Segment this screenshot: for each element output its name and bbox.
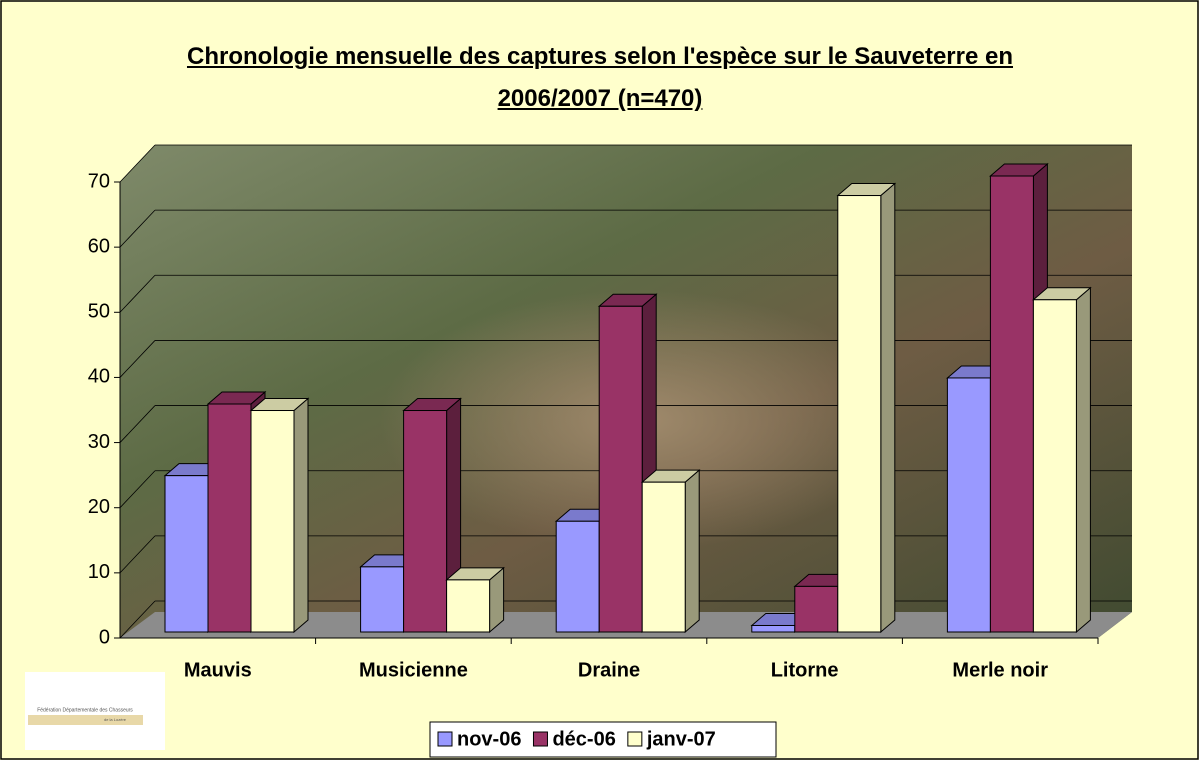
y-tick-label: 40 [88, 366, 110, 388]
legend-swatch [438, 732, 452, 746]
chart-title: Chronologie mensuelle des captures selon… [170, 36, 1030, 120]
bar [165, 476, 208, 632]
logo-text: Fédération Départementale des Chasseurs [37, 707, 133, 713]
y-tick-label: 10 [88, 561, 110, 583]
bar-side [685, 470, 699, 632]
page: Fédération Départementale des Chasseurs … [0, 0, 1199, 760]
bar-side [881, 184, 895, 632]
y-tick-label: 50 [88, 301, 110, 323]
y-tick-label: 70 [88, 170, 110, 192]
bar [1033, 300, 1076, 632]
bar [947, 378, 990, 632]
bar [447, 580, 490, 632]
y-tick-label: 20 [88, 496, 110, 518]
y-tick-label: 30 [88, 431, 110, 453]
x-tick-label: Draine [578, 659, 640, 681]
x-tick-label: Musicienne [359, 659, 468, 681]
legend-swatch [533, 732, 547, 746]
bar [251, 411, 294, 632]
bar [404, 411, 447, 632]
x-tick-label: Merle noir [952, 659, 1048, 681]
x-tick-label: Mauvis [184, 659, 252, 681]
x-tick-label: Litorne [771, 659, 839, 681]
y-tick-label: 0 [99, 626, 110, 648]
bar [642, 482, 685, 632]
logo-text: de la Lozère [104, 717, 127, 722]
bar [838, 196, 881, 632]
bar [795, 586, 838, 632]
bar [361, 567, 404, 632]
bar [599, 306, 642, 632]
legend-label: janv-07 [646, 728, 716, 750]
bar [556, 521, 599, 632]
bar-side [1076, 288, 1090, 632]
y-tick-label: 60 [88, 235, 110, 257]
bar [752, 625, 795, 632]
legend-label: déc-06 [552, 728, 615, 750]
legend-swatch [628, 732, 642, 746]
bar [990, 176, 1033, 632]
bar [208, 404, 251, 632]
legend-label: nov-06 [457, 728, 521, 750]
bar-side [294, 399, 308, 632]
